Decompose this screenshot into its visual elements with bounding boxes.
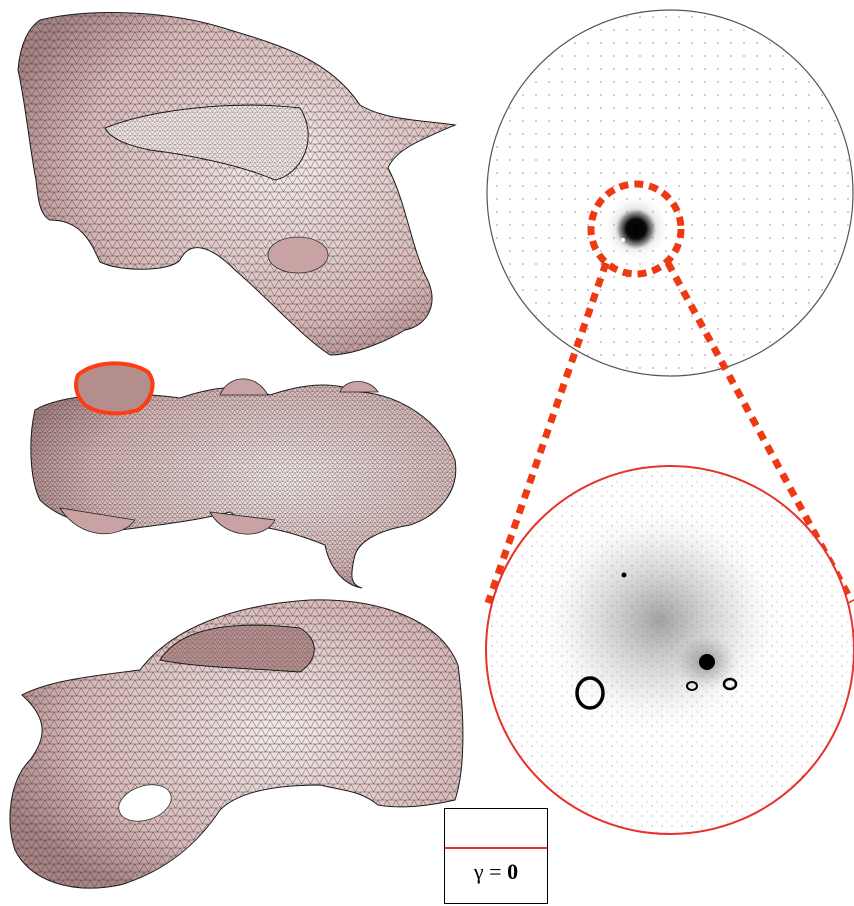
legend-line — [445, 847, 547, 849]
zoom-region-marker — [587, 180, 685, 278]
legend-value: 0 — [507, 859, 519, 884]
mesh-pig-bottom — [9, 599, 464, 889]
zoom-connector-left — [484, 261, 610, 605]
legend-box: γ = 0 — [444, 808, 548, 904]
parameter-disk — [486, 9, 854, 377]
legend-symbol: γ — [473, 859, 484, 884]
mesh-pig-side — [17, 12, 457, 356]
zoom-disk — [485, 465, 854, 835]
legend-equals: = — [483, 859, 508, 884]
legend-label: γ = 0 — [445, 859, 547, 885]
mesh-pig-top — [30, 361, 457, 589]
